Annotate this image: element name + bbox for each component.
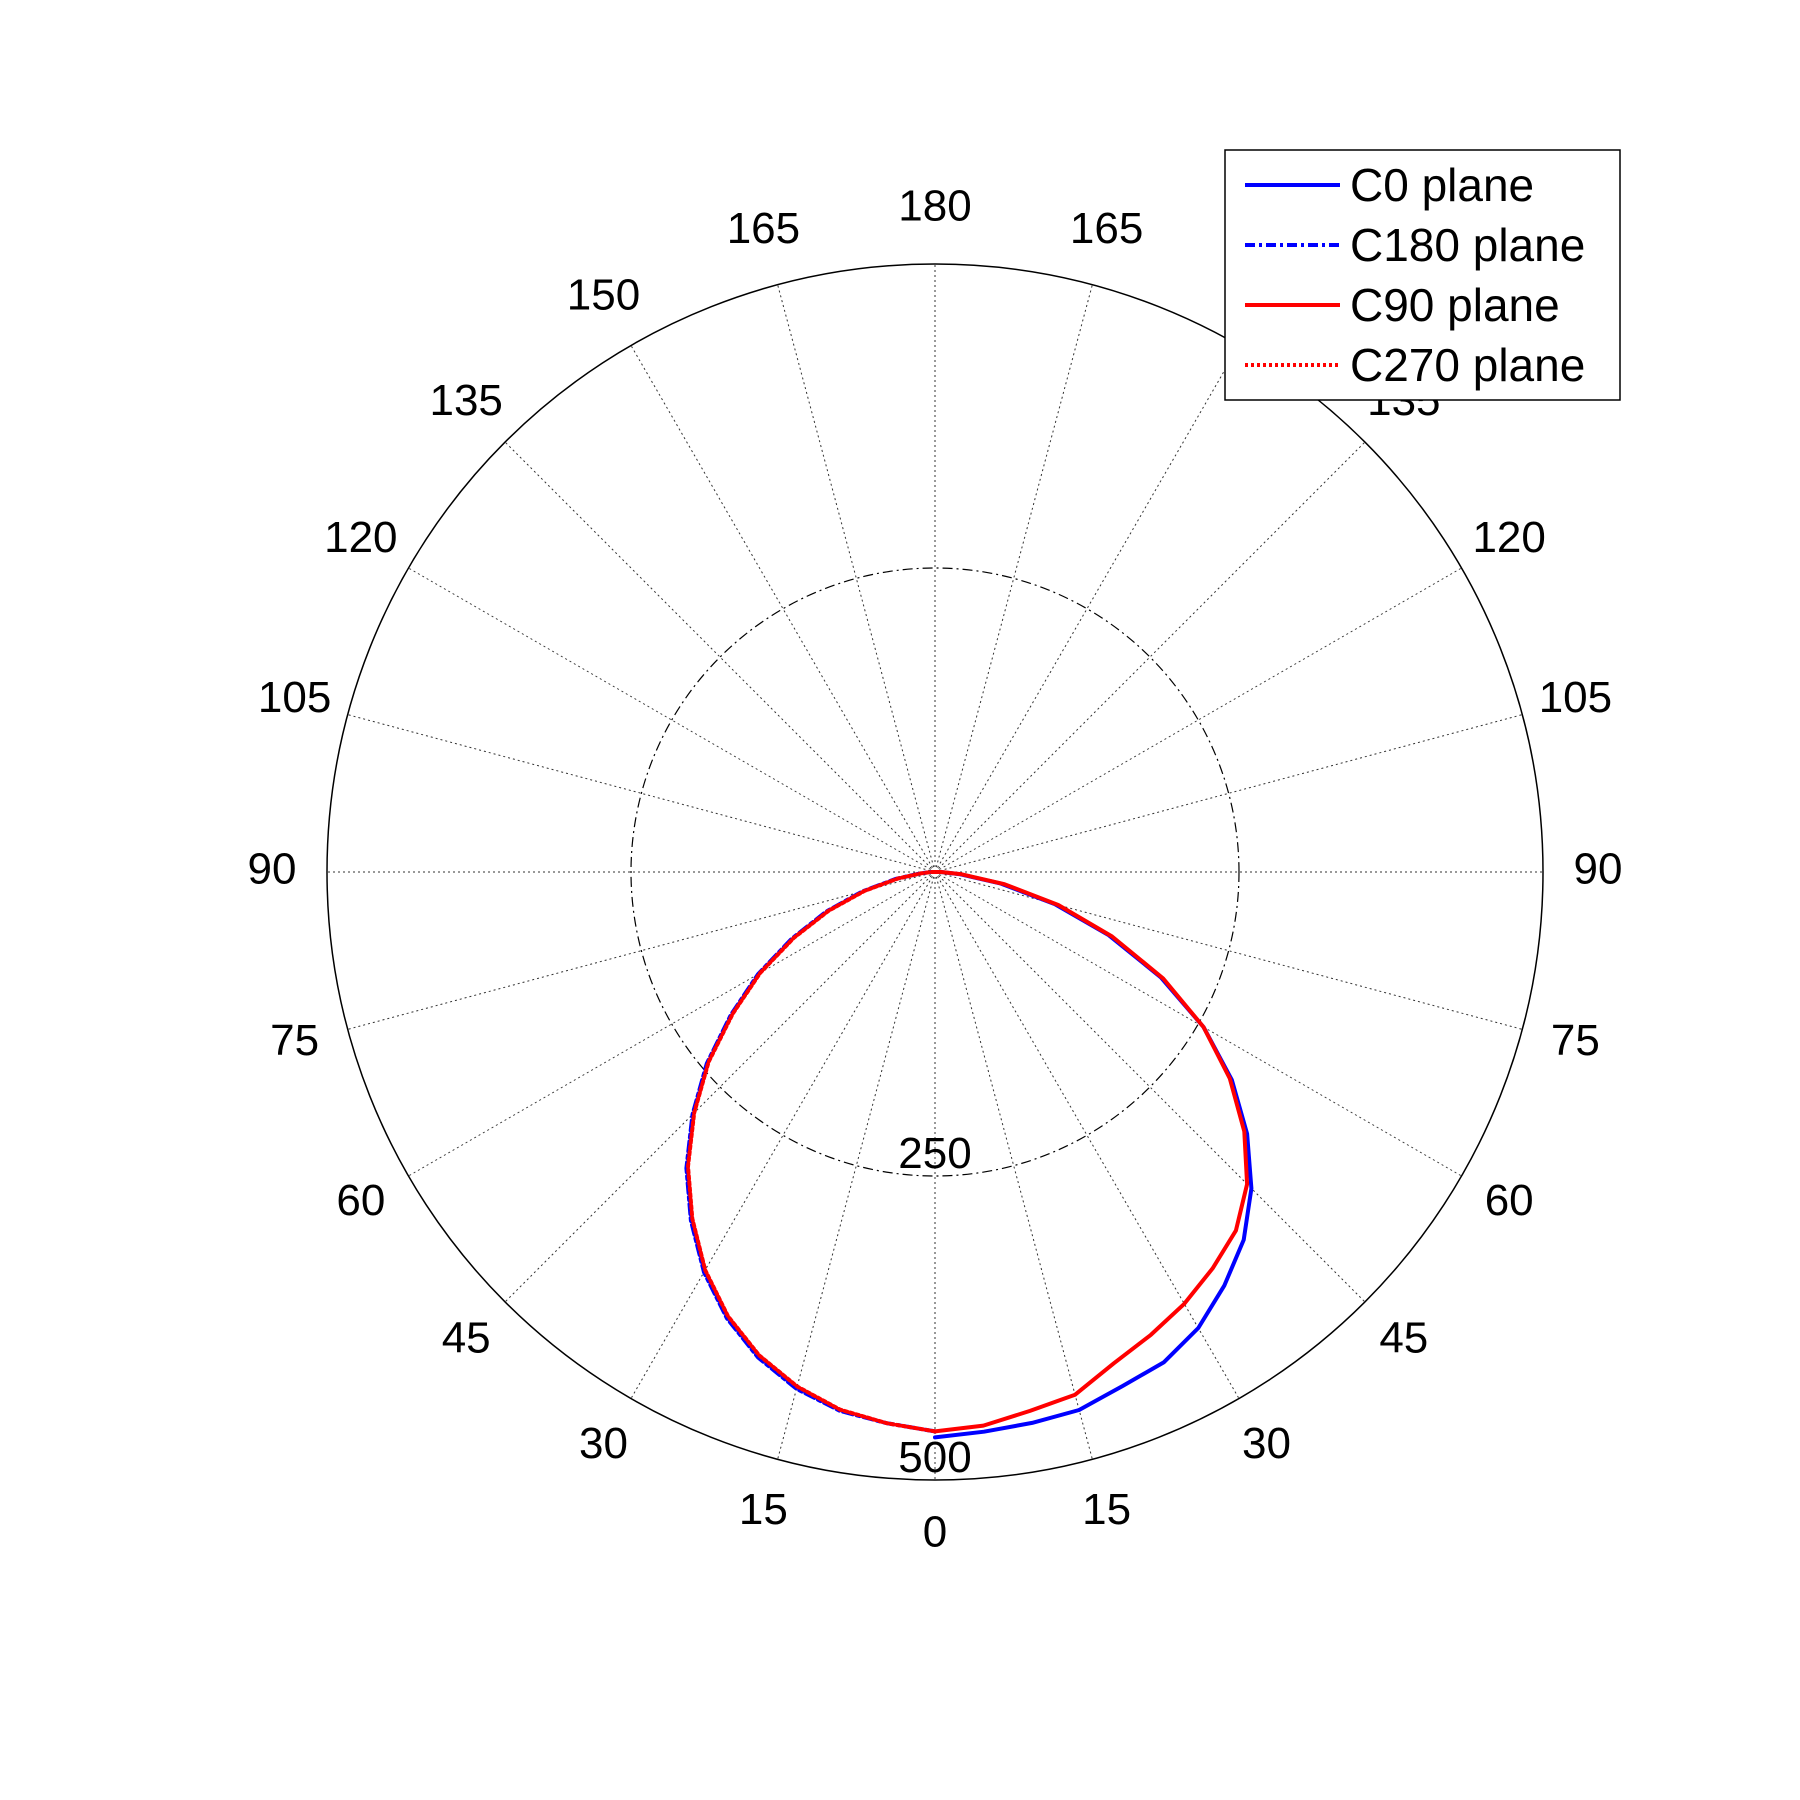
angle-label-left-120: 120 xyxy=(324,513,397,562)
angle-label-left-135: 135 xyxy=(429,376,502,425)
spoke-330 xyxy=(630,871,936,1399)
spoke-195 xyxy=(777,284,936,873)
spoke-60 xyxy=(934,871,1462,1177)
legend-label-c180: C180 plane xyxy=(1350,219,1585,271)
spoke-105 xyxy=(934,714,1523,873)
spoke-75 xyxy=(934,871,1523,1030)
spoke-315 xyxy=(504,871,936,1303)
angle-label-right-0: 0 xyxy=(923,1508,947,1557)
legend: C0 plane C180 plane C90 plane C270 plane xyxy=(1224,149,1621,401)
spoke-225 xyxy=(504,441,936,873)
angle-label-right-30: 30 xyxy=(1242,1419,1291,1468)
series-c270-plane xyxy=(686,870,937,1434)
spoke-300 xyxy=(408,871,936,1177)
legend-label-c90: C90 plane xyxy=(1350,279,1560,331)
legend-label-c270: C270 plane xyxy=(1350,339,1585,391)
spoke-210 xyxy=(630,345,936,873)
series-c90-plane xyxy=(933,870,1250,1434)
spoke-135 xyxy=(934,441,1366,873)
angle-label-left-60: 60 xyxy=(336,1176,385,1225)
angle-label-right-90: 90 xyxy=(1574,845,1623,894)
angle-label-right-165: 165 xyxy=(1070,204,1143,253)
angle-label-left-105: 105 xyxy=(258,673,331,722)
spoke-165 xyxy=(934,284,1093,873)
angle-label-left-30: 30 xyxy=(579,1419,628,1468)
spoke-15 xyxy=(934,871,1093,1460)
angle-label-right-75: 75 xyxy=(1551,1016,1600,1065)
angle-label-left-15: 15 xyxy=(739,1485,788,1534)
radial-grid-circle-250 xyxy=(630,567,1240,1177)
angle-label-left-165: 165 xyxy=(727,204,800,253)
spoke-150 xyxy=(934,345,1240,873)
angle-label-right-180: 180 xyxy=(898,182,971,231)
spoke-285 xyxy=(347,871,936,1030)
radial-label-500: 500 xyxy=(898,1433,971,1482)
angle-label-right-15: 15 xyxy=(1082,1485,1131,1534)
angle-label-right-45: 45 xyxy=(1379,1313,1428,1362)
outer-circle xyxy=(326,263,1544,1481)
radial-label-250: 250 xyxy=(898,1129,971,1178)
legend-label-c0: C0 plane xyxy=(1350,159,1534,211)
spoke-30 xyxy=(934,871,1240,1399)
spoke-255 xyxy=(347,714,936,873)
angle-label-right-120: 120 xyxy=(1472,513,1545,562)
spoke-45 xyxy=(934,871,1366,1303)
angle-label-left-90: 90 xyxy=(248,845,297,894)
angle-label-left-45: 45 xyxy=(442,1313,491,1362)
spoke-120 xyxy=(934,567,1462,873)
legend-box xyxy=(1224,149,1621,401)
angle-label-left-150: 150 xyxy=(567,270,640,319)
series-c0-plane xyxy=(933,870,1254,1440)
spoke-345 xyxy=(777,871,936,1460)
angle-label-right-105: 105 xyxy=(1539,673,1612,722)
spoke-240 xyxy=(408,567,936,873)
polar-grid xyxy=(326,263,1544,1481)
angle-label-right-60: 60 xyxy=(1485,1176,1534,1225)
angle-label-left-75: 75 xyxy=(270,1016,319,1065)
polar-series xyxy=(684,870,1254,1440)
